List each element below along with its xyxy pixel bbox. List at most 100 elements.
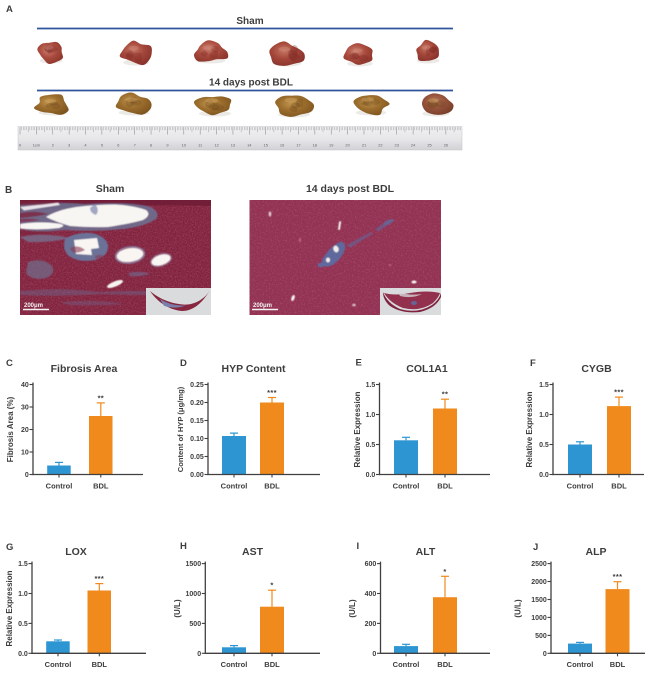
svg-text:0.20: 0.20 — [190, 400, 204, 407]
svg-text:*: * — [270, 581, 273, 590]
svg-text:ALP: ALP — [586, 546, 607, 558]
svg-text:Relative Expression: Relative Expression — [525, 391, 534, 467]
svg-text:25: 25 — [427, 143, 431, 148]
svg-text:17: 17 — [296, 143, 300, 148]
svg-text:11: 11 — [198, 143, 202, 148]
svg-text:0.10: 0.10 — [190, 436, 204, 443]
svg-text:D: D — [180, 358, 187, 369]
svg-text:1.5: 1.5 — [18, 561, 28, 568]
svg-text:Control: Control — [567, 482, 594, 491]
svg-text:CYGB: CYGB — [581, 363, 612, 375]
svg-text:***: *** — [613, 572, 623, 581]
svg-text:Control: Control — [221, 660, 248, 669]
svg-text:Content of HYP (μg/mg): Content of HYP (μg/mg) — [176, 386, 185, 472]
svg-text:26: 26 — [444, 143, 448, 148]
svg-text:BDL: BDL — [92, 660, 108, 669]
svg-text:0: 0 — [372, 651, 376, 658]
svg-text:0.5: 0.5 — [539, 442, 549, 449]
svg-text:1cm: 1cm — [33, 143, 40, 148]
svg-text:BDL: BDL — [437, 482, 453, 491]
svg-text:COL1A1: COL1A1 — [406, 363, 448, 375]
svg-text:G: G — [6, 542, 13, 553]
svg-text:500: 500 — [535, 633, 547, 640]
svg-text:Control: Control — [393, 660, 420, 669]
svg-text:Control: Control — [221, 482, 248, 491]
svg-text:20: 20 — [21, 427, 29, 434]
svg-text:600: 600 — [365, 561, 377, 568]
svg-text:19: 19 — [329, 143, 333, 148]
svg-text:Relative Expression: Relative Expression — [353, 391, 362, 467]
svg-text:23: 23 — [395, 143, 399, 148]
svg-text:1500: 1500 — [531, 597, 547, 604]
svg-text:1.5: 1.5 — [366, 382, 376, 389]
svg-text:Relative Expression: Relative Expression — [5, 570, 14, 646]
svg-text:BDL: BDL — [264, 482, 280, 491]
svg-text:E: E — [356, 358, 362, 369]
svg-text:Fibrosis Area: Fibrosis Area — [51, 363, 118, 375]
svg-text:**: ** — [442, 390, 448, 399]
svg-text:14 days post BDL: 14 days post BDL — [306, 183, 395, 195]
svg-text:20: 20 — [345, 143, 350, 148]
svg-text:22: 22 — [378, 143, 382, 148]
svg-text:BDL: BDL — [437, 660, 453, 669]
svg-text:***: *** — [94, 574, 104, 583]
svg-text:Control: Control — [393, 482, 420, 491]
svg-text:14 days post BDL: 14 days post BDL — [209, 78, 293, 89]
svg-text:0: 0 — [543, 651, 547, 658]
svg-text:(U/L): (U/L) — [514, 599, 523, 618]
svg-text:J: J — [533, 542, 538, 553]
svg-text:24: 24 — [411, 143, 416, 148]
svg-text:BDL: BDL — [610, 660, 626, 669]
svg-text:LOX: LOX — [65, 546, 87, 558]
svg-text:BDL: BDL — [264, 660, 280, 669]
svg-text:2500: 2500 — [531, 561, 547, 568]
svg-text:500: 500 — [189, 621, 201, 628]
svg-text:0.00: 0.00 — [190, 472, 204, 479]
svg-text:200: 200 — [365, 621, 377, 628]
svg-text:21: 21 — [362, 143, 366, 148]
svg-text:0.25: 0.25 — [190, 382, 204, 389]
svg-text:9: 9 — [166, 143, 168, 148]
svg-text:A: A — [6, 4, 13, 15]
svg-text:2: 2 — [52, 143, 54, 148]
svg-text:5: 5 — [101, 143, 103, 148]
svg-text:1.0: 1.0 — [18, 591, 28, 598]
svg-text:6: 6 — [117, 143, 119, 148]
svg-text:200μm: 200μm — [253, 303, 272, 309]
svg-text:***: *** — [614, 388, 624, 397]
svg-text:1000: 1000 — [186, 591, 202, 598]
svg-text:F: F — [530, 358, 536, 369]
svg-text:Sham: Sham — [236, 16, 263, 27]
svg-text:1500: 1500 — [186, 561, 202, 568]
svg-text:Fibrosis Area (%): Fibrosis Area (%) — [6, 396, 15, 462]
svg-text:0.5: 0.5 — [18, 621, 28, 628]
svg-text:HYP Content: HYP Content — [222, 363, 286, 375]
svg-text:1.5: 1.5 — [539, 382, 549, 389]
svg-text:40: 40 — [21, 382, 29, 389]
svg-text:(U/L): (U/L) — [173, 599, 182, 618]
svg-text:BDL: BDL — [611, 482, 627, 491]
svg-text:13: 13 — [231, 143, 235, 148]
svg-text:0.15: 0.15 — [190, 418, 204, 425]
svg-text:12: 12 — [214, 143, 218, 148]
svg-text:10: 10 — [21, 450, 29, 457]
svg-text:3: 3 — [68, 143, 70, 148]
svg-text:0: 0 — [197, 651, 201, 658]
svg-text:BDL: BDL — [93, 482, 109, 491]
svg-text:Sham: Sham — [96, 183, 125, 195]
svg-text:**: ** — [98, 393, 104, 402]
svg-text:*: * — [443, 567, 446, 576]
svg-text:AST: AST — [242, 546, 264, 558]
svg-text:7: 7 — [134, 143, 136, 148]
svg-text:0: 0 — [25, 472, 29, 479]
svg-text:2000: 2000 — [531, 579, 547, 586]
svg-text:C: C — [6, 358, 13, 369]
svg-text:30: 30 — [21, 405, 29, 412]
svg-text:1.0: 1.0 — [539, 412, 549, 419]
svg-text:14: 14 — [247, 143, 252, 148]
svg-text:Control: Control — [46, 482, 73, 491]
svg-text:0.05: 0.05 — [190, 454, 204, 461]
svg-text:400: 400 — [365, 591, 377, 598]
svg-text:0.0: 0.0 — [366, 472, 376, 479]
svg-text:200μm: 200μm — [24, 303, 43, 309]
